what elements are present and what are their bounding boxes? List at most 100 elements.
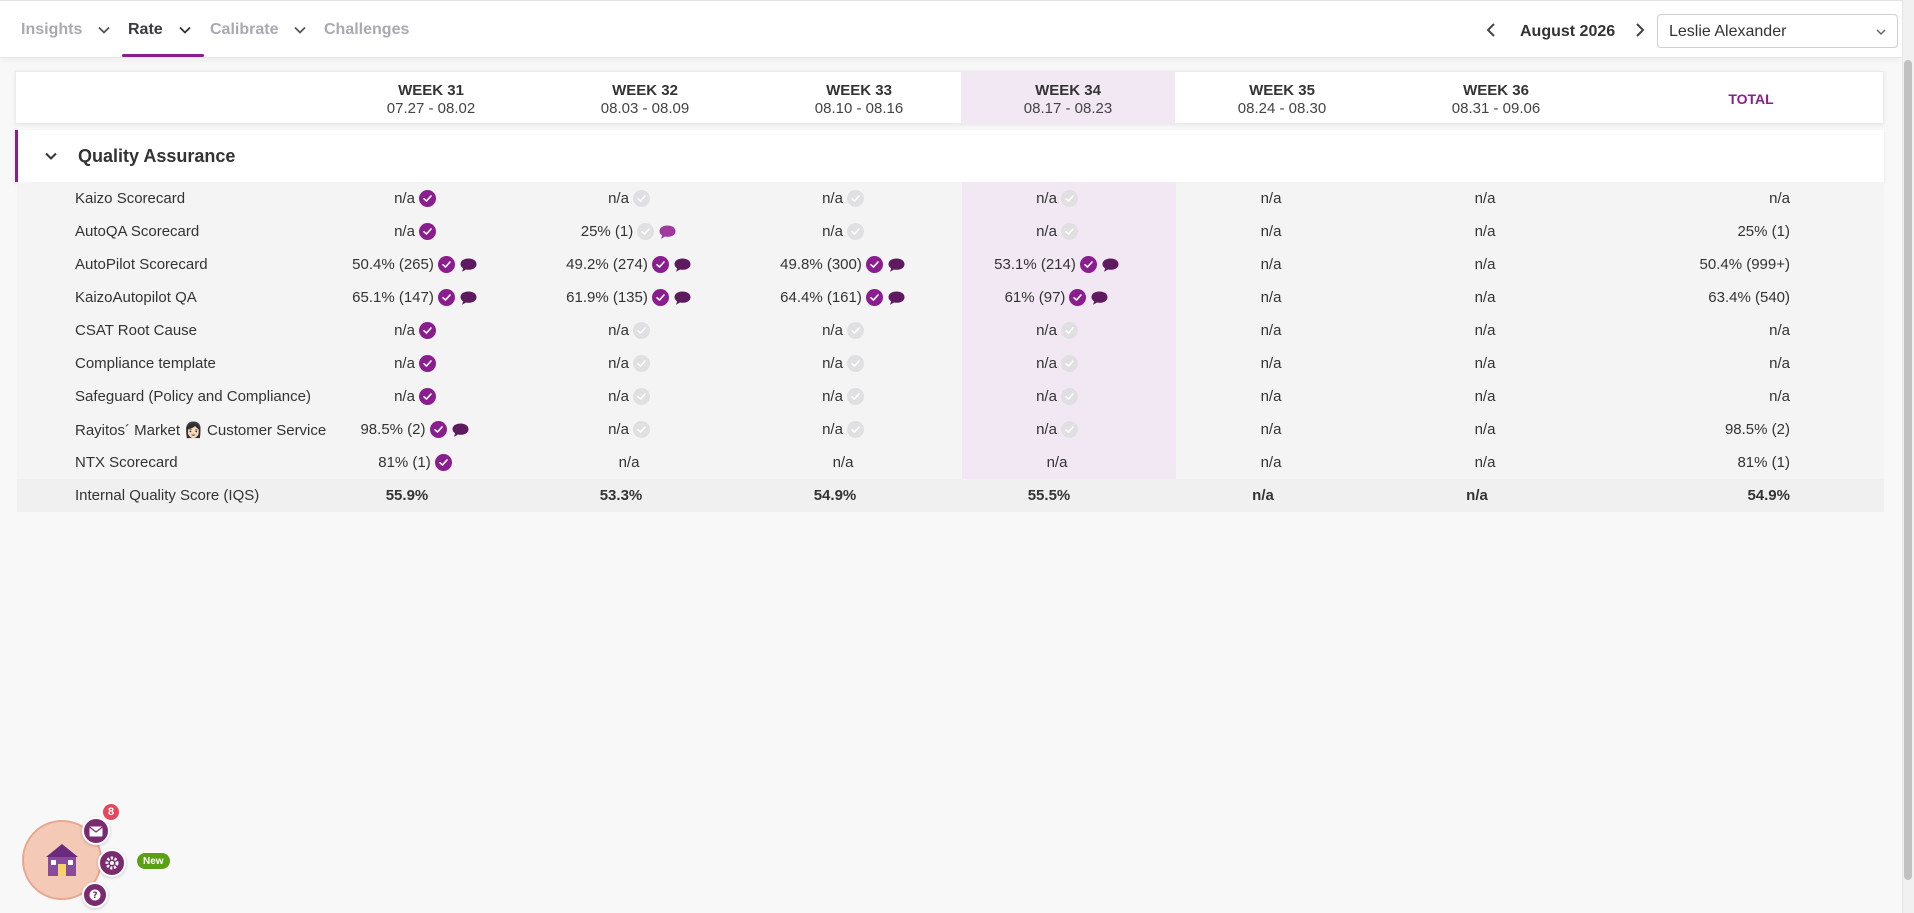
tab-rate[interactable]: Rate bbox=[128, 21, 193, 39]
score-cell[interactable]: n/a bbox=[1378, 248, 1592, 281]
scrollbar-thumb[interactable] bbox=[1904, 60, 1912, 880]
score-cell[interactable]: 61.9% (135) bbox=[522, 281, 736, 314]
score-value: n/a bbox=[1036, 190, 1057, 207]
score-cell[interactable]: 50.4% (265) bbox=[308, 248, 522, 281]
score-cell[interactable]: n/a bbox=[1378, 215, 1592, 248]
score-cell[interactable]: n/a bbox=[1378, 446, 1592, 479]
score-cell[interactable]: n/a bbox=[308, 314, 522, 347]
score-cell[interactable]: n/a bbox=[308, 380, 522, 413]
score-cell[interactable]: n/a bbox=[736, 314, 950, 347]
settings-button[interactable] bbox=[98, 849, 126, 877]
score-cell[interactable]: n/a bbox=[1164, 215, 1378, 248]
tab-calibrate[interactable]: Calibrate bbox=[210, 21, 308, 39]
chevron-down-icon bbox=[294, 26, 307, 34]
score-cell[interactable]: n/a bbox=[736, 215, 950, 248]
score-cell[interactable]: n/a bbox=[308, 182, 522, 215]
comment-icon bbox=[887, 290, 906, 306]
score-cell[interactable]: n/a bbox=[1378, 182, 1592, 215]
score-value: n/a bbox=[608, 421, 629, 438]
score-cell[interactable]: n/a bbox=[736, 380, 950, 413]
week-range: 08.17 - 08.23 bbox=[1023, 100, 1113, 117]
score-cell[interactable]: 81% (1) bbox=[308, 446, 522, 479]
score-cell[interactable]: n/a bbox=[736, 182, 950, 215]
score-cell[interactable]: n/a bbox=[308, 215, 522, 248]
scorecard-name: KaizoAutopilot QA bbox=[75, 289, 197, 306]
score-value: n/a bbox=[822, 355, 843, 372]
score-cell[interactable]: 53.1% (214) bbox=[950, 248, 1164, 281]
score-value: n/a bbox=[394, 388, 415, 405]
week-name: WEEK 32 bbox=[612, 82, 678, 99]
comment-icon bbox=[673, 257, 692, 273]
score-cell[interactable]: n/a bbox=[1164, 347, 1378, 380]
rated-check-icon bbox=[865, 256, 883, 273]
score-cell[interactable]: n/a bbox=[1378, 380, 1592, 413]
week-name: WEEK 33 bbox=[826, 82, 892, 99]
table-row: NTX Scorecard 81% (1) n/a n/a n/a n/a n/a 81% (… bbox=[17, 446, 1884, 479]
score-cell[interactable]: 49.8% (300) bbox=[736, 248, 950, 281]
score-cell[interactable]: n/a bbox=[522, 446, 736, 479]
score-cell[interactable]: n/a bbox=[1164, 248, 1378, 281]
week-range: 07.27 - 08.02 bbox=[386, 100, 476, 117]
section-title: Quality Assurance bbox=[78, 145, 236, 166]
comment-icon bbox=[1090, 290, 1109, 306]
score-cell[interactable]: n/a bbox=[950, 182, 1164, 215]
chevron-down-icon[interactable] bbox=[42, 147, 60, 165]
score-cell[interactable]: 64.4% (161) bbox=[736, 281, 950, 314]
score-cell[interactable]: n/a bbox=[950, 215, 1164, 248]
score-cell[interactable]: n/a bbox=[950, 413, 1164, 446]
mail-button[interactable] bbox=[82, 817, 110, 845]
score-cell[interactable]: n/a bbox=[950, 446, 1164, 479]
page-scrollbar[interactable] bbox=[1902, 0, 1914, 913]
score-cell[interactable]: n/a bbox=[522, 413, 736, 446]
unrated-check-icon bbox=[846, 190, 864, 207]
score-value: n/a bbox=[1474, 289, 1496, 306]
selected-user: Leslie Alexander bbox=[1669, 23, 1787, 40]
score-value: 50.4% (265) bbox=[352, 256, 434, 273]
score-cell[interactable]: n/a bbox=[1378, 314, 1592, 347]
score-value: n/a bbox=[618, 454, 640, 471]
score-cell[interactable]: n/a bbox=[1164, 413, 1378, 446]
score-cell[interactable]: n/a bbox=[950, 347, 1164, 380]
unrated-check-icon bbox=[637, 223, 655, 240]
score-value: n/a bbox=[1036, 388, 1057, 405]
score-cell[interactable]: n/a bbox=[1164, 314, 1378, 347]
score-cell[interactable]: n/a bbox=[308, 347, 522, 380]
score-cell[interactable]: n/a bbox=[950, 314, 1164, 347]
score-cell[interactable]: n/a bbox=[736, 446, 950, 479]
unrated-check-icon bbox=[632, 190, 650, 207]
iqs-cell: n/a bbox=[1466, 487, 1488, 504]
scorecard-table-body bbox=[17, 182, 1884, 512]
score-cell[interactable]: 25% (1) bbox=[522, 215, 736, 248]
score-cell[interactable]: n/a bbox=[736, 347, 950, 380]
comment-icon bbox=[1101, 257, 1120, 273]
week-name: WEEK 35 bbox=[1249, 82, 1315, 99]
score-cell[interactable]: 65.1% (147) bbox=[308, 281, 522, 314]
section-quality-assurance[interactable]: Quality Assurance bbox=[15, 130, 1884, 182]
score-cell[interactable]: 61% (97) bbox=[950, 281, 1164, 314]
score-cell[interactable]: n/a bbox=[1164, 281, 1378, 314]
score-cell[interactable]: n/a bbox=[1378, 413, 1592, 446]
week-name: WEEK 36 bbox=[1463, 82, 1529, 99]
score-cell[interactable]: n/a bbox=[1378, 347, 1592, 380]
user-select-dropdown[interactable]: Leslie Alexander bbox=[1657, 14, 1898, 48]
score-cell[interactable]: n/a bbox=[522, 347, 736, 380]
top-navigation-bar: Insights Rate Calibrate Challenges Augus… bbox=[0, 0, 1902, 58]
score-cell[interactable]: n/a bbox=[522, 380, 736, 413]
score-cell[interactable]: n/a bbox=[522, 314, 736, 347]
score-cell[interactable]: n/a bbox=[1164, 446, 1378, 479]
tab-insights[interactable]: Insights bbox=[21, 21, 112, 39]
next-month-button[interactable] bbox=[1629, 19, 1651, 41]
score-cell[interactable]: n/a bbox=[522, 182, 736, 215]
score-cell[interactable]: 98.5% (2) bbox=[308, 413, 522, 446]
week-name: WEEK 31 bbox=[398, 82, 464, 99]
score-cell[interactable]: n/a bbox=[736, 413, 950, 446]
score-cell[interactable]: n/a bbox=[1164, 182, 1378, 215]
help-button[interactable]: ? bbox=[82, 882, 108, 908]
score-cell[interactable]: n/a bbox=[1378, 281, 1592, 314]
tab-challenges[interactable]: Challenges bbox=[324, 21, 409, 39]
previous-month-button[interactable] bbox=[1480, 19, 1502, 41]
total-cell: 50.4% (999+) bbox=[1699, 256, 1790, 273]
score-cell[interactable]: 49.2% (274) bbox=[522, 248, 736, 281]
score-cell[interactable]: n/a bbox=[950, 380, 1164, 413]
score-cell[interactable]: n/a bbox=[1164, 380, 1378, 413]
